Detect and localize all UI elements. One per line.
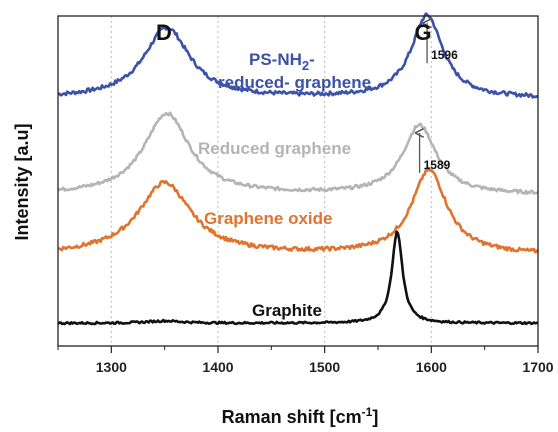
series-label-ps-nh2-line2: reduced- graphene [218, 73, 371, 92]
series-lines [57, 12, 540, 326]
x-tick-label-1400: 1400 [202, 359, 233, 375]
x-axis-label: Raman shift [cm-1] [222, 405, 379, 427]
x-tick-label-1600: 1600 [416, 359, 447, 375]
peak-position-label-1: 1589 [424, 158, 451, 172]
series-label-reduced-graphene: Reduced graphene [198, 139, 351, 158]
grid-lines [110, 16, 432, 346]
series-label-graphite: Graphite [252, 301, 322, 320]
y-axis-label: Intensity [a.u] [12, 123, 32, 240]
x-axis-label-close: ] [372, 407, 378, 427]
plot-frame [57, 15, 539, 347]
x-axis-ticks: 1300 1400 1500 1600 1700 [57, 346, 554, 375]
peak-shift-annotations: 1596 1589 [420, 23, 458, 173]
peak-position-label-0: 1596 [431, 48, 458, 62]
series-label-ps-nh2-dash: - [309, 50, 315, 69]
series-label-ps-nh2-text: PS-NH [249, 50, 302, 69]
x-tick-label-1700: 1700 [522, 359, 553, 375]
series-line-1 [57, 111, 539, 195]
series-line-3 [57, 230, 539, 326]
x-axis-label-text: Raman shift [cm [222, 407, 362, 427]
series-label-ps-nh2-subscript: 2 [302, 58, 309, 73]
peak-label-g: G [414, 20, 431, 45]
x-tick-label-1300: 1300 [96, 359, 127, 375]
series-label-ps-nh2-line1: PS-NH2- [249, 50, 315, 73]
peak-label-d: D [156, 20, 172, 45]
series-label-graphene-oxide: Graphene oxide [204, 209, 332, 228]
series-line-2 [57, 166, 540, 254]
series-line-0 [57, 12, 539, 99]
x-tick-label-1500: 1500 [309, 359, 340, 375]
x-axis-label-superscript: -1 [362, 405, 373, 419]
